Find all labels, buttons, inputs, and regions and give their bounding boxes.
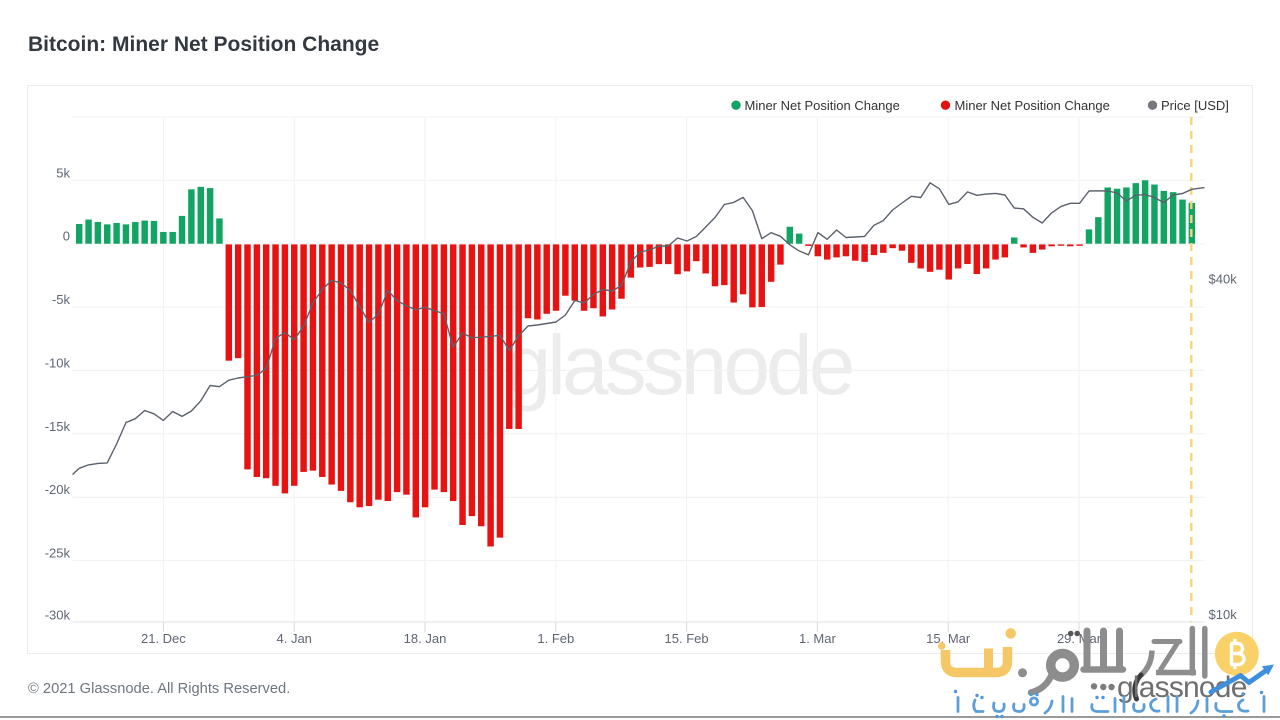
svg-text:-25k: -25k xyxy=(45,546,71,561)
svg-text:1. Mar: 1. Mar xyxy=(799,631,837,646)
svg-text:glassnode: glassnode xyxy=(1117,671,1247,704)
svg-text:glassnode: glassnode xyxy=(505,318,852,412)
svg-text:-30k: -30k xyxy=(45,607,71,622)
svg-text:Miner Net Position Change: Miner Net Position Change xyxy=(955,98,1110,113)
svg-text:15. Feb: 15. Feb xyxy=(665,631,709,646)
svg-text:$40k: $40k xyxy=(1209,271,1238,286)
svg-text:-5k: -5k xyxy=(52,292,71,307)
svg-text:4. Jan: 4. Jan xyxy=(276,631,311,646)
svg-text:-10k: -10k xyxy=(45,356,71,371)
svg-text:21. Dec: 21. Dec xyxy=(141,631,186,646)
svg-text:5k: 5k xyxy=(56,166,70,181)
svg-text:15. Mar: 15. Mar xyxy=(926,631,971,646)
svg-text:29. Mar: 29. Mar xyxy=(1057,631,1102,646)
svg-text:0: 0 xyxy=(63,229,70,244)
svg-text:Miner Net Position Change: Miner Net Position Change xyxy=(745,98,900,113)
svg-text:-20k: -20k xyxy=(45,482,71,497)
svg-text:Bitcoin: Miner Net Position Ch: Bitcoin: Miner Net Position Change xyxy=(28,33,379,56)
svg-text:1. Feb: 1. Feb xyxy=(537,631,574,646)
svg-text:© 2021 Glassnode. All Rights R: © 2021 Glassnode. All Rights Reserved. xyxy=(28,681,290,697)
svg-text:Price [USD]: Price [USD] xyxy=(1161,98,1229,113)
svg-text:18. Jan: 18. Jan xyxy=(404,631,447,646)
svg-text:-15k: -15k xyxy=(45,419,71,434)
svg-text:$10k: $10k xyxy=(1209,607,1238,622)
